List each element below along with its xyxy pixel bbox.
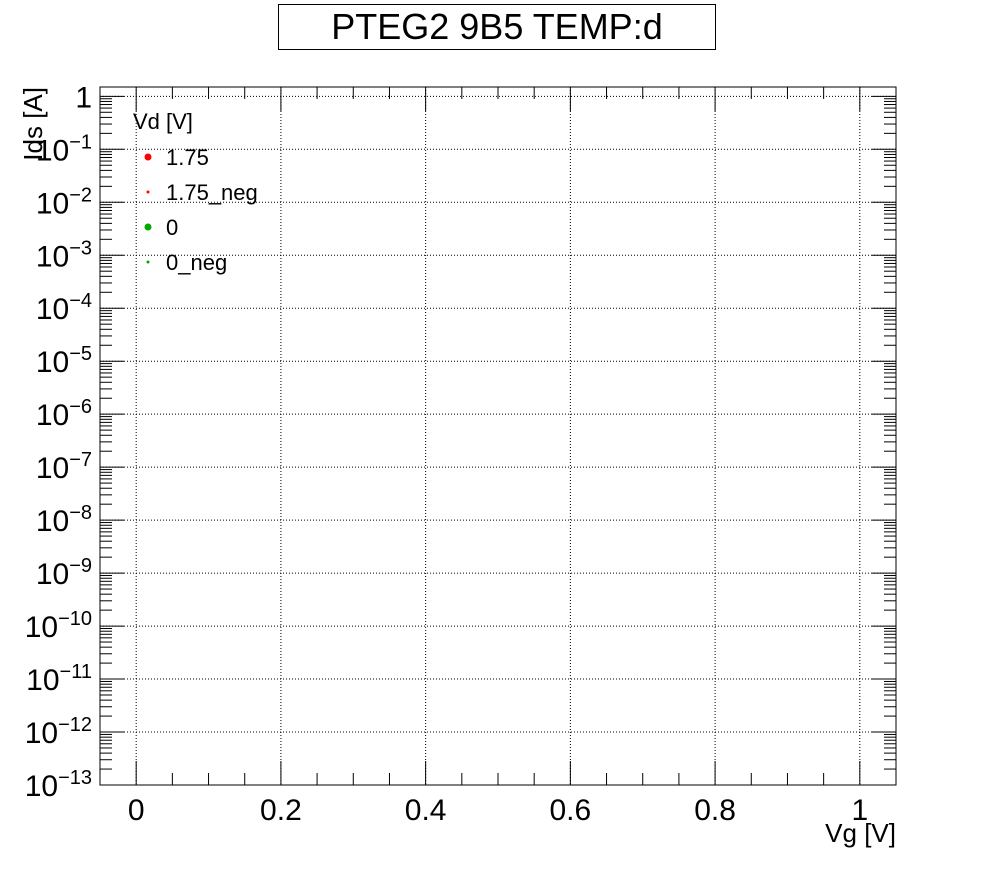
legend-entry-label: 0_neg (166, 250, 227, 275)
y-tick-label: 10−5 (36, 343, 92, 379)
y-tick-label: 10−4 (36, 290, 92, 326)
x-tick-labels: 0 0.2 0.4 0.6 0.8 1 (128, 794, 868, 827)
y-tick-exponent: −9 (69, 555, 92, 577)
legend-marker (146, 190, 150, 194)
legend-marker (144, 153, 152, 161)
y-tick-exponent: −5 (69, 343, 92, 365)
legend: Vd [V] 1.75 1.75_neg 0 0_neg (133, 109, 258, 275)
y-tick-label: 10−13 (25, 767, 92, 803)
y-tick-base: 1 (75, 81, 92, 114)
y-tick-base: 10 (36, 293, 69, 326)
y-tick-base: 10 (36, 240, 69, 273)
y-tick-label: 10−7 (36, 449, 92, 485)
axis-ticks (99, 87, 897, 786)
y-tick-base: 10 (36, 346, 69, 379)
y-tick-exponent: −11 (60, 661, 92, 683)
legend-entry-label: 1.75_neg (166, 180, 258, 205)
x-tick-label: 0.6 (550, 794, 592, 827)
y-tick-base: 10 (36, 399, 69, 432)
legend-marker (146, 260, 150, 264)
x-tick-label: 1 (851, 794, 868, 827)
y-tick-exponent: −6 (69, 396, 92, 418)
y-axis-label: Ids [A] (18, 87, 48, 161)
y-tick-label: 1 (75, 81, 92, 114)
y-tick-exponent: −8 (69, 502, 92, 524)
y-tick-base: 10 (36, 505, 69, 538)
x-tick-label: 0.8 (694, 794, 736, 827)
y-tick-exponent: −12 (58, 714, 92, 736)
y-tick-exponent: −1 (69, 131, 92, 153)
y-tick-label: 10−12 (25, 714, 92, 750)
y-tick-base: 10 (25, 770, 58, 803)
y-tick-exponent: −4 (69, 290, 92, 312)
legend-entry-label: 0 (166, 215, 178, 240)
y-tick-label: 10−11 (26, 661, 92, 697)
y-tick-label: 10−3 (36, 237, 92, 273)
y-tick-label: 10−8 (36, 502, 92, 538)
x-axis-label: Vg [V] (825, 818, 896, 848)
y-tick-exponent: −13 (58, 767, 92, 789)
legend-marker (144, 223, 152, 231)
y-tick-label: 10−2 (36, 184, 92, 220)
x-tick-label: 0.2 (260, 794, 302, 827)
legend-entry-label: 1.75 (166, 145, 209, 170)
y-tick-exponent: −3 (69, 237, 92, 259)
plot-frame (99, 86, 897, 786)
y-tick-label: 10−9 (36, 555, 92, 591)
legend-title: Vd [V] (133, 109, 193, 134)
y-tick-label: 10−10 (25, 608, 92, 644)
y-tick-exponent: −2 (69, 184, 92, 206)
chart-title: PTEG2 9B5 TEMP:d (278, 4, 716, 50)
y-tick-base: 10 (25, 717, 58, 750)
y-tick-base: 10 (36, 134, 69, 167)
y-tick-base: 10 (36, 452, 69, 485)
y-tick-label: 10−1 (36, 131, 92, 167)
x-tick-label: 0 (128, 794, 145, 827)
y-tick-base: 10 (36, 558, 69, 591)
y-tick-labels: 110−110−210−310−410−510−610−710−810−910−… (25, 81, 92, 803)
y-tick-base: 10 (36, 187, 69, 220)
y-tick-base: 10 (26, 664, 59, 697)
x-tick-label: 0.4 (405, 794, 447, 827)
y-tick-exponent: −10 (58, 608, 92, 630)
y-tick-exponent: −7 (69, 449, 92, 471)
y-tick-label: 10−6 (36, 396, 92, 432)
y-tick-base: 10 (25, 611, 58, 644)
